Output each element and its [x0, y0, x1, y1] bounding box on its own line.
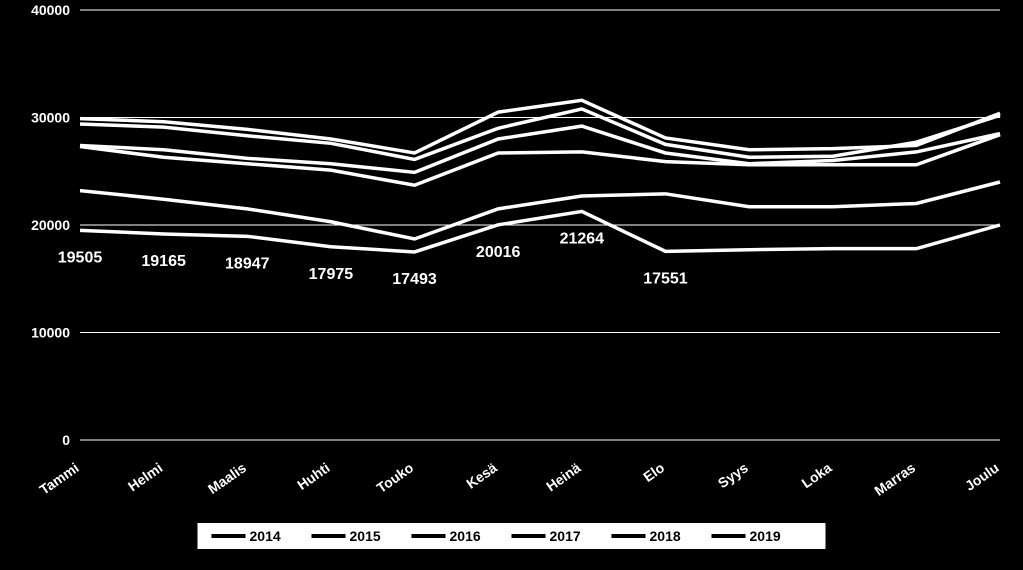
series-2014 — [80, 100, 1000, 153]
x-tick-label: Loka — [798, 459, 834, 491]
x-tick-label: Marras — [871, 459, 918, 499]
y-tick-label: 20000 — [31, 217, 70, 233]
y-tick-label: 30000 — [31, 110, 70, 126]
y-tick-label: 0 — [62, 432, 70, 448]
series-2017 — [80, 135, 1000, 186]
legend-label: 2015 — [350, 528, 381, 544]
data-point-label: 17551 — [643, 270, 688, 287]
data-point-label: 18947 — [225, 255, 270, 272]
legend-label: 2017 — [550, 528, 581, 544]
y-tick-label: 40000 — [31, 2, 70, 18]
x-tick-label: Touko — [374, 459, 417, 496]
data-point-label: 19505 — [58, 249, 103, 266]
data-point-label: 21264 — [560, 230, 605, 247]
data-point-label: 20016 — [476, 244, 521, 261]
data-point-label: 17975 — [309, 266, 354, 283]
series-2018 — [80, 182, 1000, 239]
legend-label: 2018 — [650, 528, 681, 544]
data-point-label: 19165 — [141, 253, 186, 270]
legend-label: 2016 — [450, 528, 481, 544]
x-tick-label: Huhti — [294, 459, 332, 493]
x-tick-label: Tammi — [36, 459, 81, 497]
legend-label: 2014 — [250, 528, 281, 544]
x-tick-label: Heinä — [543, 459, 584, 494]
series-2019 — [80, 211, 1000, 252]
x-tick-label: Helmi — [125, 459, 165, 494]
x-tick-label: Joulu — [962, 459, 1002, 494]
x-tick-label: Maalis — [205, 459, 249, 497]
x-tick-label: Syys — [715, 459, 751, 491]
y-tick-label: 10000 — [31, 325, 70, 341]
chart-svg: 0 10000 20000 30000 40000 Tammi Helmi Maalis Huh… — [0, 0, 1023, 570]
data-point-label: 17493 — [392, 271, 437, 288]
line-chart: 0 10000 20000 30000 40000 Tammi Helmi Maalis Huh… — [0, 0, 1023, 570]
legend-label: 2019 — [750, 528, 781, 544]
x-tick-label: Kesä — [463, 459, 500, 491]
x-tick-label: Elo — [640, 459, 667, 485]
